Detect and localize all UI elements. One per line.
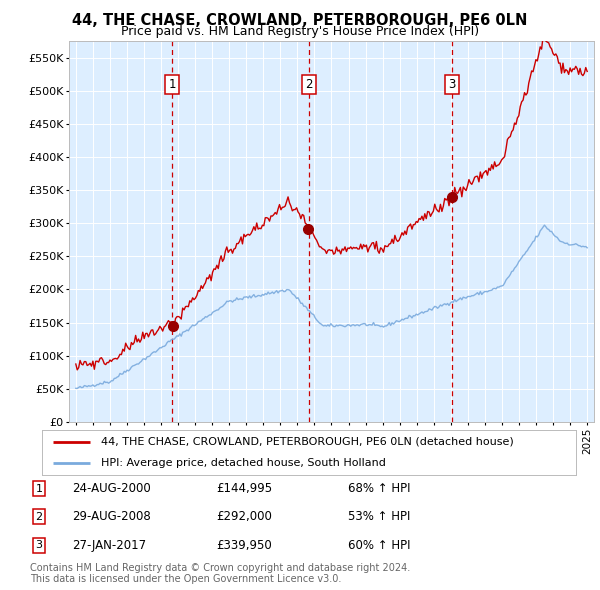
- Text: 29-AUG-2008: 29-AUG-2008: [72, 510, 151, 523]
- Text: £292,000: £292,000: [216, 510, 272, 523]
- Text: 3: 3: [35, 540, 43, 550]
- Text: 53% ↑ HPI: 53% ↑ HPI: [348, 510, 410, 523]
- Text: 24-AUG-2000: 24-AUG-2000: [72, 482, 151, 495]
- Text: £144,995: £144,995: [216, 482, 272, 495]
- Text: 2: 2: [305, 78, 313, 91]
- Text: 44, THE CHASE, CROWLAND, PETERBOROUGH, PE6 0LN: 44, THE CHASE, CROWLAND, PETERBOROUGH, P…: [73, 13, 527, 28]
- Text: 68% ↑ HPI: 68% ↑ HPI: [348, 482, 410, 495]
- Text: 3: 3: [448, 78, 455, 91]
- Text: Contains HM Land Registry data © Crown copyright and database right 2024.: Contains HM Land Registry data © Crown c…: [30, 563, 410, 573]
- Text: This data is licensed under the Open Government Licence v3.0.: This data is licensed under the Open Gov…: [30, 574, 341, 584]
- Text: £339,950: £339,950: [216, 539, 272, 552]
- Text: 60% ↑ HPI: 60% ↑ HPI: [348, 539, 410, 552]
- Text: 44, THE CHASE, CROWLAND, PETERBOROUGH, PE6 0LN (detached house): 44, THE CHASE, CROWLAND, PETERBOROUGH, P…: [101, 437, 514, 447]
- Text: 2: 2: [35, 512, 43, 522]
- Text: HPI: Average price, detached house, South Holland: HPI: Average price, detached house, Sout…: [101, 458, 386, 468]
- Text: Price paid vs. HM Land Registry's House Price Index (HPI): Price paid vs. HM Land Registry's House …: [121, 25, 479, 38]
- Text: 1: 1: [35, 484, 43, 493]
- Text: 27-JAN-2017: 27-JAN-2017: [72, 539, 146, 552]
- Text: 1: 1: [169, 78, 176, 91]
